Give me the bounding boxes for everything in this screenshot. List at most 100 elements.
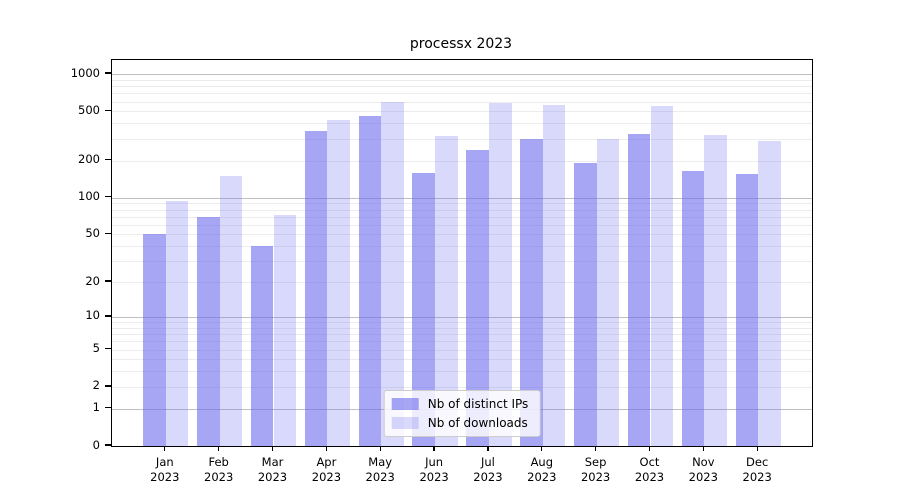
x-tick-mark-jul (487, 446, 489, 451)
minor-gridline-300 (112, 138, 812, 140)
minor-gridline-40 (112, 246, 812, 248)
x-tick-label-mar: Mar 2023 (246, 455, 300, 485)
minor-gridline-70 (112, 216, 812, 218)
bar-distinct-ips-jun (412, 172, 436, 446)
x-tick-label-aug: Aug 2023 (515, 455, 569, 485)
x-tick-label-nov: Nov 2023 (676, 455, 730, 485)
minor-gridline-3 (112, 371, 812, 373)
y-tick-mark-100 (105, 195, 111, 198)
minor-gridline-8 (112, 327, 812, 329)
plot-area: Nb of distinct IPs Nb of downloads (111, 59, 813, 447)
bar-downloads-mar (273, 215, 297, 446)
minor-gridline-600 (112, 101, 812, 103)
y-tick-mark-2 (105, 385, 111, 387)
y-tick-mark-0 (105, 444, 111, 446)
y-tick-mark-1 (105, 407, 111, 409)
x-tick-mark-aug (541, 446, 543, 451)
bar-distinct-ips-apr (304, 130, 328, 446)
x-tick-mark-jan (164, 446, 166, 451)
minor-gridline-80 (112, 209, 812, 211)
minor-gridline-500 (112, 111, 812, 113)
legend-label-downloads: Nb of downloads (427, 416, 528, 430)
y-tick-label-1000: 1000 (70, 65, 100, 80)
x-tick-month: Jun (425, 455, 444, 469)
x-tick-mark-may (379, 446, 381, 451)
minor-gridline-20 (112, 282, 812, 284)
y-tick-mark-5 (105, 347, 111, 350)
x-tick-mark-nov (702, 446, 704, 451)
bar-distinct-ips-sep (573, 163, 597, 446)
y-tick-mark-1000 (105, 72, 111, 74)
minor-gridline-5 (112, 349, 812, 351)
y-tick-mark-50 (105, 232, 111, 235)
x-tick-month: Feb (208, 455, 229, 469)
x-tick-year: 2023 (527, 470, 557, 484)
legend-label-distinct-ips: Nb of distinct IPs (427, 397, 529, 411)
x-tick-year: 2023 (365, 470, 395, 484)
major-gridline-10 (112, 316, 812, 318)
y-tick-label-0: 0 (92, 437, 100, 452)
minor-gridline-800 (112, 86, 812, 88)
x-tick-year: 2023 (688, 470, 718, 484)
x-tick-month: Apr (316, 455, 337, 469)
bar-distinct-ips-may (358, 115, 382, 446)
y-tick-mark-500 (105, 109, 111, 112)
bar-downloads-nov (704, 134, 727, 446)
x-tick-month: Oct (639, 455, 660, 469)
bar-distinct-ips-mar (250, 246, 274, 446)
minor-gridline-700 (112, 93, 812, 95)
x-tick-mark-oct (648, 446, 651, 451)
bar-downloads-dec (758, 140, 781, 446)
x-tick-mark-apr (325, 446, 328, 451)
chart-title: processx 2023 (409, 36, 513, 52)
x-tick-year: 2023 (742, 470, 772, 484)
x-tick-month: Sep (584, 455, 607, 469)
y-tick-label-20: 20 (85, 273, 100, 288)
minor-gridline-6 (112, 341, 812, 343)
legend-swatch-distinct-ips-icon (391, 398, 419, 410)
major-gridline-100 (112, 197, 812, 199)
x-tick-month: May (368, 455, 393, 469)
minor-gridline-9 (112, 322, 812, 324)
bar-downloads-oct (650, 106, 674, 446)
bar-downloads-jun (435, 136, 458, 446)
y-tick-mark-20 (105, 280, 111, 282)
minor-gridline-200 (112, 160, 812, 162)
y-tick-label-5: 5 (92, 341, 100, 356)
x-tick-label-jan: Jan 2023 (138, 455, 192, 485)
x-tick-label-jun: Jun 2023 (407, 455, 461, 485)
x-tick-label-feb: Feb 2023 (192, 455, 246, 485)
y-tick-mark-200 (105, 158, 111, 161)
bar-downloads-sep (596, 138, 620, 446)
minor-gridline-50 (112, 234, 812, 236)
minor-gridline-2 (112, 386, 812, 388)
minor-gridline-400 (112, 123, 812, 125)
x-tick-mark-feb (218, 446, 220, 451)
minor-gridline-90 (112, 203, 812, 205)
x-tick-year: 2023 (419, 470, 449, 484)
y-tick-label-500: 500 (78, 102, 100, 117)
x-tick-year: 2023 (473, 470, 503, 484)
x-tick-label-apr: Apr 2023 (299, 455, 353, 485)
y-tick-label-200: 200 (78, 152, 100, 166)
x-tick-month: Aug (530, 455, 554, 469)
bar-downloads-feb (219, 175, 243, 446)
x-tick-year: 2023 (204, 470, 234, 484)
x-tick-label-dec: Dec 2023 (730, 455, 784, 485)
bar-distinct-ips-dec (735, 174, 759, 446)
x-tick-month: Dec (746, 455, 769, 469)
bar-downloads-jul (488, 102, 512, 446)
y-tick-label-50: 50 (85, 225, 100, 240)
x-tick-year: 2023 (580, 470, 611, 484)
x-tick-label-may: May 2023 (353, 455, 407, 485)
x-tick-month: Jul (480, 455, 495, 469)
y-tick-label-100: 100 (78, 189, 100, 204)
y-tick-label-1: 1 (92, 400, 100, 415)
x-tick-month: Jan (155, 455, 174, 469)
x-tick-year: 2023 (311, 470, 342, 484)
x-tick-label-sep: Sep 2023 (569, 455, 623, 485)
x-tick-label-jul: Jul 2023 (461, 455, 515, 485)
minor-gridline-4 (112, 359, 812, 361)
legend-item-downloads: Nb of downloads (391, 415, 529, 431)
bar-downloads-aug (542, 105, 566, 446)
